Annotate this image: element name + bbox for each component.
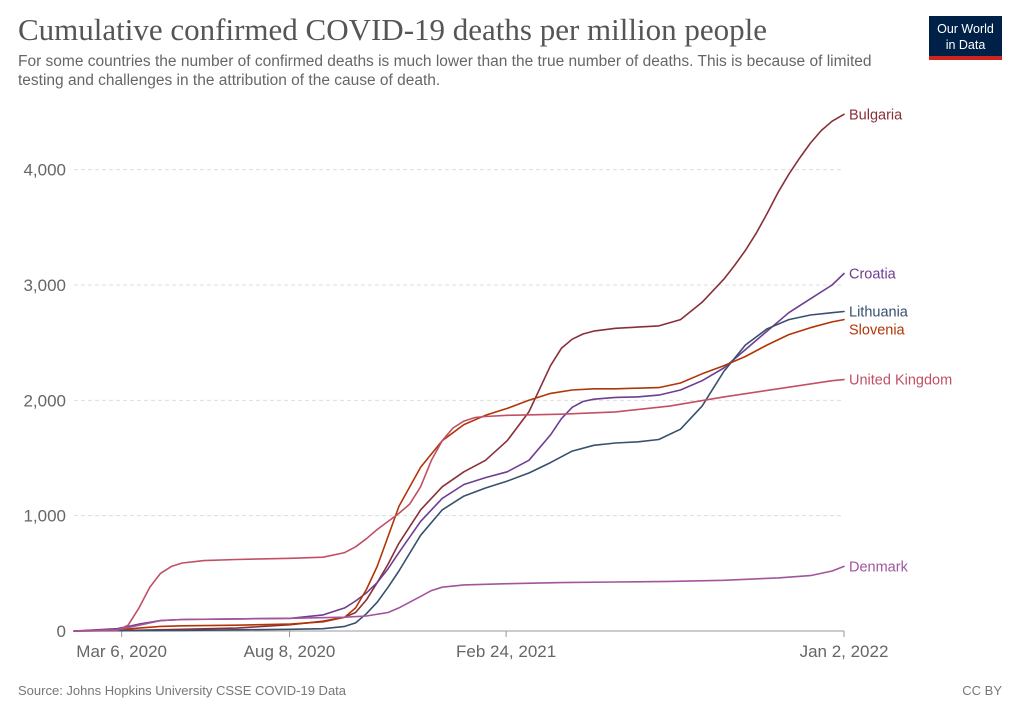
x-tick-label-0: Mar 6, 2020 xyxy=(76,642,167,661)
series-label-united-kingdom[interactable]: United Kingdom xyxy=(849,373,952,389)
series-line-bulgaria[interactable] xyxy=(73,113,845,632)
owid-logo[interactable]: Our World in Data xyxy=(929,16,1002,60)
series-line-lithuania[interactable] xyxy=(73,310,845,632)
x-tick-label-3: Jan 2, 2022 xyxy=(800,642,889,661)
logo-line-2: in Data xyxy=(945,38,986,52)
y-tick-label-0: 0 xyxy=(57,622,66,641)
chart-subtitle: For some countries the number of confirm… xyxy=(18,53,872,89)
y-tick-label-2000: 2,000 xyxy=(23,391,66,410)
chart-title: Cumulative confirmed COVID-19 deaths per… xyxy=(18,12,767,47)
series-label-lithuania[interactable]: Lithuania xyxy=(849,305,909,321)
series-line-croatia[interactable] xyxy=(73,272,845,632)
y-tick-label-3000: 3,000 xyxy=(23,276,66,295)
source-note[interactable]: Source: Johns Hopkins University CSSE CO… xyxy=(18,683,347,698)
series-label-denmark[interactable]: Denmark xyxy=(849,559,909,575)
license-label[interactable]: CC BY xyxy=(962,683,1002,698)
x-tick-label-2: Feb 24, 2021 xyxy=(456,642,556,661)
series-label-bulgaria[interactable]: Bulgaria xyxy=(849,107,903,123)
y-tick-label-1000: 1,000 xyxy=(23,507,66,526)
logo-line-1: Our World xyxy=(937,22,994,36)
y-tick-label-4000: 4,000 xyxy=(23,161,66,180)
x-tick-label-1: Aug 8, 2020 xyxy=(244,642,336,661)
series-label-croatia[interactable]: Croatia xyxy=(849,266,897,282)
series-line-slovenia[interactable] xyxy=(73,318,845,632)
series-line-united-kingdom[interactable] xyxy=(73,378,845,632)
series-line-denmark[interactable] xyxy=(73,565,845,632)
series-label-slovenia[interactable]: Slovenia xyxy=(849,323,906,339)
